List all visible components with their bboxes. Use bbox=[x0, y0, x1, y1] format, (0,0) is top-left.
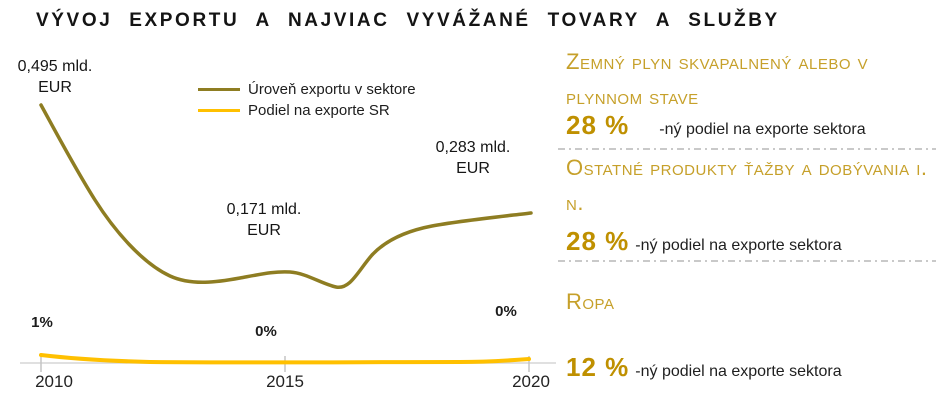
commodity-share-desc: -ný podiel na exporte sektora bbox=[635, 237, 842, 254]
commodity-share-desc: -ný podiel na exporte sektora bbox=[659, 121, 866, 138]
commodity-share-desc: -ný podiel na exporte sektora bbox=[635, 363, 842, 380]
share-line-swatch-icon bbox=[198, 109, 240, 112]
page-title: VÝVOJ EXPORTU A NAJVIAC VYVÁŽANÉ TOVARY … bbox=[36, 10, 780, 31]
commodity-stat-1: 28 % -ný podiel na exporte sektora bbox=[566, 110, 866, 141]
chart-canvas bbox=[20, 103, 556, 372]
x-tick-label-2020: 2020 bbox=[512, 372, 550, 391]
legend-item-share: Podiel na exporte SR bbox=[198, 100, 416, 121]
separator bbox=[558, 148, 936, 150]
commodity-share-value: 12 % bbox=[566, 352, 630, 382]
export-line-chart: Úroveň exportu v sektore Podiel na expor… bbox=[2, 56, 556, 391]
share-label-2015: 0% bbox=[255, 323, 277, 340]
data-label-unit: EUR bbox=[456, 160, 490, 177]
share-label-2010: 1% bbox=[31, 314, 53, 331]
data-label-2010: 0,495 mld. EUR bbox=[2, 56, 108, 98]
commodity-stat-2: 28 % -ný podiel na exporte sektora bbox=[566, 226, 842, 257]
export-line-swatch-icon bbox=[198, 88, 240, 91]
commodity-heading-3: Ropa bbox=[566, 289, 615, 314]
data-label-2020: 0,283 mld. EUR bbox=[413, 137, 533, 179]
x-tick-label-2015: 2015 bbox=[266, 372, 304, 391]
export-level-line bbox=[39, 103, 533, 289]
separator bbox=[558, 260, 936, 262]
data-label-2015: 0,171 mld. EUR bbox=[204, 199, 324, 241]
commodity-share-value: 28 % bbox=[566, 226, 630, 256]
chart-legend: Úroveň exportu v sektore Podiel na expor… bbox=[198, 79, 416, 121]
commodity-heading-1: Zemný plyn skvapalnený alebo v plynnom s… bbox=[566, 49, 869, 109]
legend-item-export-level: Úroveň exportu v sektore bbox=[198, 79, 416, 100]
share-line bbox=[39, 353, 531, 365]
data-label-value: 0,283 mld. bbox=[435, 139, 511, 156]
data-label-unit: EUR bbox=[247, 222, 281, 239]
legend-label: Úroveň exportu v sektore bbox=[248, 81, 416, 98]
data-label-unit: EUR bbox=[38, 79, 72, 96]
share-label-2020: 0% bbox=[495, 303, 517, 320]
commodity-stat-3: 12 % -ný podiel na exporte sektora bbox=[566, 352, 842, 383]
legend-label: Podiel na exporte SR bbox=[248, 102, 390, 119]
data-label-value: 0,495 mld. bbox=[17, 58, 93, 75]
commodity-share-value: 28 % bbox=[566, 110, 630, 140]
x-tick-label-2010: 2010 bbox=[35, 372, 73, 391]
data-label-value: 0,171 mld. bbox=[226, 201, 302, 218]
commodity-heading-2: Ostatné produkty ťažby a dobývania i. n. bbox=[566, 155, 928, 215]
top-commodities-panel: Zemný plyn skvapalnený alebo v plynnom s… bbox=[558, 0, 945, 403]
